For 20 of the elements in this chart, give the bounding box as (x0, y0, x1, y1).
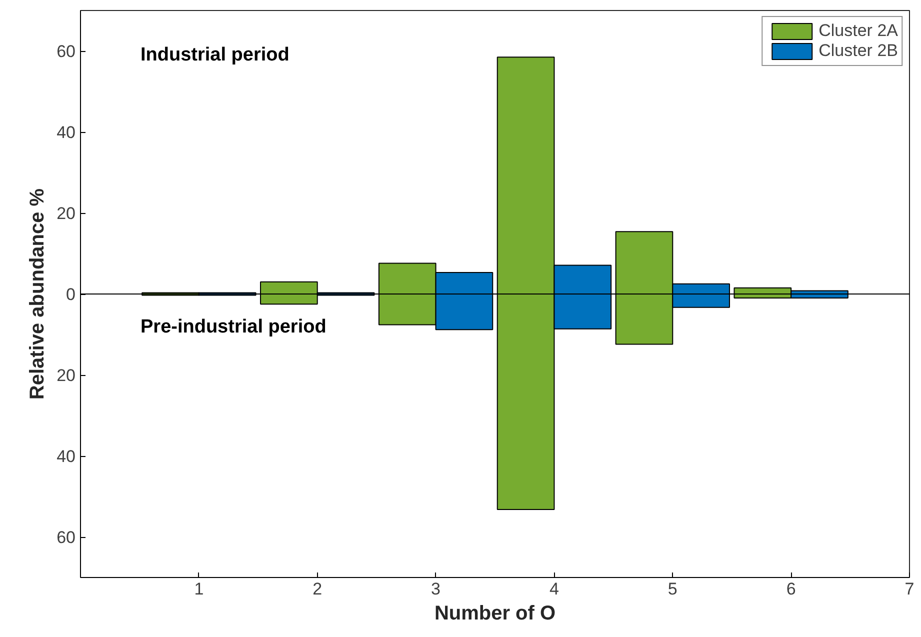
legend-label: Cluster 2B (818, 41, 898, 61)
x-tick-label: 4 (549, 580, 559, 598)
y-tick-label: 20 (56, 204, 76, 223)
annotation: Pre-industrial period (140, 316, 326, 338)
y-tick-label: 60 (56, 42, 76, 61)
x-tick-label: 5 (668, 580, 678, 598)
y-tick-label: 40 (56, 447, 76, 466)
y-tick-label: 20 (56, 366, 76, 385)
annotation: Industrial period (140, 44, 290, 66)
y-tick-label: 0 (66, 285, 76, 304)
x-tick-label: 2 (312, 580, 322, 598)
y-tick-label: 60 (56, 528, 76, 547)
legend-label: Cluster 2A (818, 21, 898, 41)
y-axis-title: Relative abundance % (26, 188, 49, 400)
x-axis-title: Number of O (434, 602, 556, 624)
x-tick-label: 6 (786, 580, 796, 598)
y-tick-label: 40 (56, 123, 76, 142)
x-tick-label: 3 (431, 580, 441, 598)
x-tick-label: 1 (194, 580, 204, 598)
x-tick-label: 7 (904, 580, 914, 598)
